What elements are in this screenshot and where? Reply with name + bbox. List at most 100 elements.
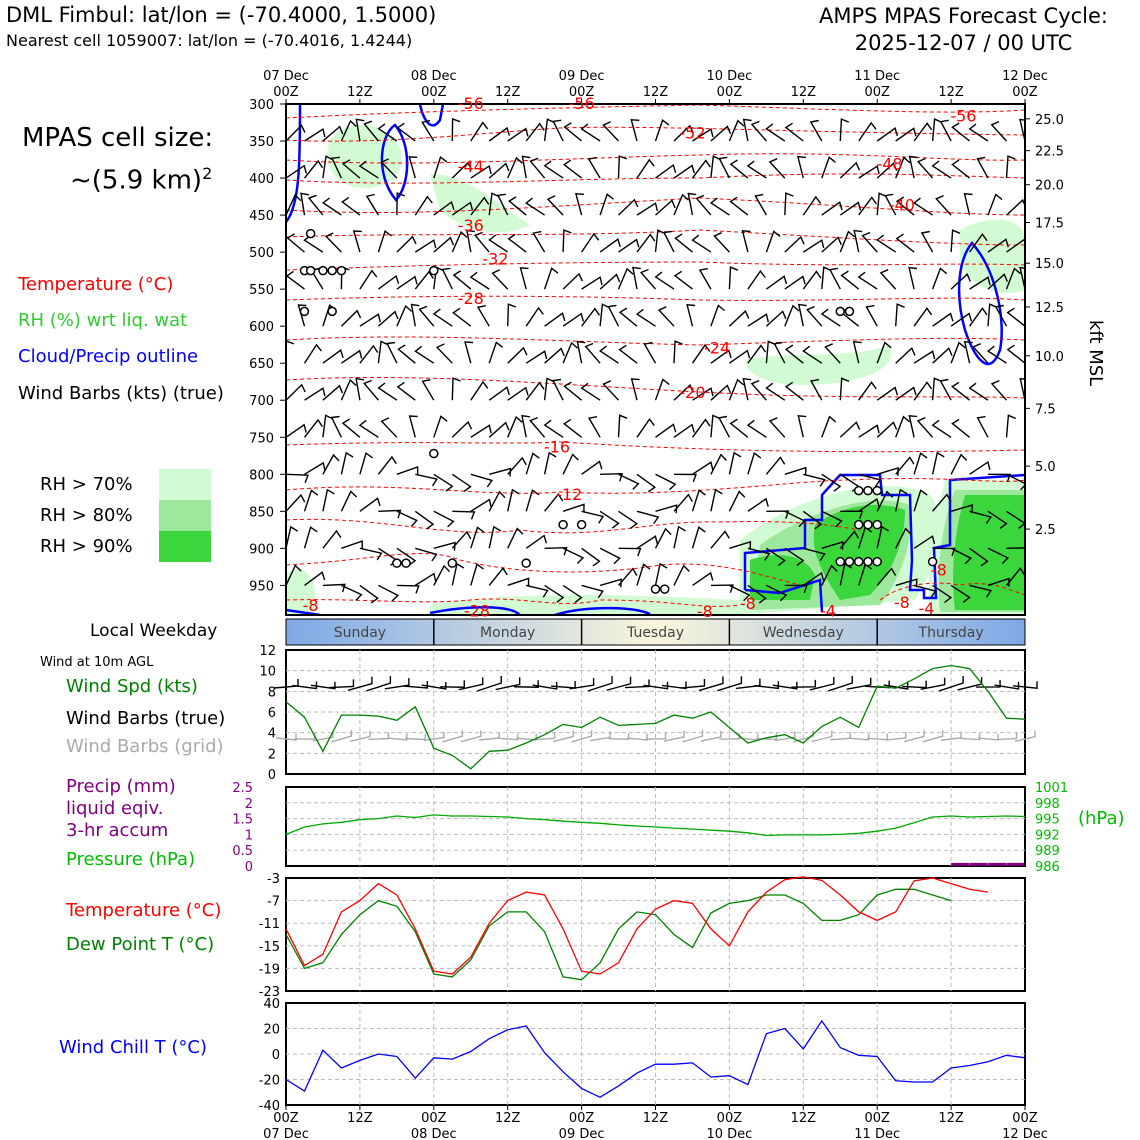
wind-barb bbox=[396, 275, 418, 290]
wind-barb bbox=[562, 503, 585, 513]
wind-barb bbox=[908, 155, 918, 179]
wind-barb-true bbox=[587, 676, 613, 692]
wind-barb bbox=[414, 510, 435, 530]
wind-barb bbox=[451, 230, 468, 253]
wind-barb bbox=[768, 417, 786, 438]
wind-barb bbox=[950, 547, 972, 565]
wind-barb bbox=[710, 488, 723, 512]
wind-barb bbox=[363, 379, 379, 401]
wind-barb bbox=[286, 423, 307, 438]
wind-barb bbox=[543, 451, 557, 475]
wind-barb bbox=[932, 312, 954, 327]
wind-barb bbox=[655, 423, 677, 438]
wind-barb bbox=[552, 378, 564, 401]
wind-speed-line bbox=[285, 664, 1026, 770]
wind-barb-true bbox=[680, 678, 706, 689]
top-hour-tick: 12Z bbox=[495, 85, 521, 100]
wind-barb-true bbox=[569, 678, 595, 690]
wind-barb bbox=[950, 584, 971, 603]
wind-barb bbox=[908, 415, 918, 438]
wind-barb bbox=[507, 156, 523, 179]
wind-barb bbox=[858, 381, 877, 401]
wind-barb bbox=[433, 541, 456, 551]
wind-barb bbox=[599, 578, 622, 588]
wind-barb bbox=[602, 121, 620, 142]
rh-area bbox=[286, 568, 315, 615]
wind-barb bbox=[951, 122, 971, 142]
wind-barb bbox=[636, 158, 655, 179]
wind-barb bbox=[396, 547, 417, 567]
pressure-tick: 986 bbox=[1035, 860, 1060, 875]
wind-barb bbox=[544, 584, 565, 603]
wind-barb bbox=[932, 547, 956, 557]
calm-wind-marker bbox=[853, 519, 864, 530]
legend-temperature: Temperature (°C) bbox=[18, 274, 174, 295]
wind-barb bbox=[470, 424, 492, 438]
calm-wind-marker bbox=[299, 306, 310, 317]
wind-barb bbox=[286, 383, 306, 401]
wind-barb bbox=[728, 451, 742, 475]
wind-barb bbox=[451, 201, 474, 216]
wind-barb bbox=[932, 584, 953, 604]
windchill-tick: -40 bbox=[259, 1099, 280, 1114]
wind-barb bbox=[1006, 547, 1025, 549]
wind-barb bbox=[544, 312, 566, 327]
wind-barb bbox=[433, 415, 448, 438]
wind-barb bbox=[1006, 510, 1025, 529]
wind-barb bbox=[876, 127, 899, 142]
legend-rh70-label: RH > 70% bbox=[40, 474, 133, 495]
temperature-contour bbox=[286, 598, 741, 607]
wind-barb bbox=[470, 526, 485, 549]
wind-barb bbox=[635, 308, 656, 327]
wind-barb bbox=[673, 164, 695, 179]
calm-wind-marker bbox=[305, 265, 316, 276]
wind-barb bbox=[913, 452, 928, 475]
precip-tick: 0.5 bbox=[232, 844, 253, 859]
calm-wind-marker bbox=[429, 448, 439, 459]
top-hour-tick: 00Z bbox=[864, 85, 890, 100]
wind-barb-true bbox=[495, 677, 521, 691]
wind-barb-true bbox=[1012, 681, 1038, 690]
dynamic-layer: Sunday Monday Tuesday Wednesday Thursday 07 D… bbox=[232, 69, 1068, 1140]
wind-barb-true bbox=[902, 680, 927, 689]
wind-barb bbox=[408, 415, 418, 438]
wind-barb bbox=[470, 380, 489, 401]
wind-barb bbox=[584, 342, 601, 364]
wind-barb bbox=[618, 473, 640, 490]
temperature-tick: -23 bbox=[259, 985, 280, 1000]
wind-barb bbox=[507, 196, 527, 216]
wind-barb bbox=[414, 270, 434, 290]
cloud-outline bbox=[418, 104, 445, 127]
wind-barb bbox=[709, 197, 730, 216]
temperature-contour-label: -36 bbox=[458, 216, 484, 235]
wind-barb bbox=[1005, 104, 1007, 105]
wind-barb bbox=[802, 239, 825, 253]
wind-barb bbox=[507, 456, 527, 475]
bottom-date-tick: 07 Dec bbox=[263, 1127, 309, 1140]
wind-barb bbox=[521, 414, 530, 438]
rh-area bbox=[960, 219, 1025, 294]
wind-barb bbox=[876, 162, 898, 179]
wind-barb-grid bbox=[571, 730, 593, 743]
wind-barb bbox=[635, 104, 637, 105]
bottom-hour-tick: 12Z bbox=[495, 1111, 521, 1126]
calm-wind-marker bbox=[872, 519, 882, 530]
wind-barb-grid bbox=[294, 733, 316, 740]
wind-barb bbox=[617, 414, 628, 438]
wind-barb bbox=[784, 510, 806, 528]
temperature-contour-label: -44 bbox=[458, 157, 484, 176]
wind-barb bbox=[654, 562, 668, 586]
wind-barb bbox=[473, 231, 490, 253]
bottom-hour-tick: 00Z bbox=[717, 1111, 743, 1126]
wind-barb bbox=[912, 197, 933, 216]
cell-size-value: ~(5.9 km) bbox=[70, 165, 203, 196]
legend-wind-barbs: Wind Barbs (kts) (true) bbox=[18, 383, 224, 404]
wind-barb bbox=[876, 341, 892, 364]
kft-tick-label: 17.5 bbox=[1035, 216, 1064, 231]
weekday-frame bbox=[285, 618, 1026, 646]
wind-barb bbox=[692, 387, 714, 401]
wind-barb bbox=[913, 584, 937, 599]
wind-barb bbox=[765, 456, 786, 475]
wind-barb-grid bbox=[349, 730, 371, 742]
wind-barb bbox=[396, 304, 413, 327]
